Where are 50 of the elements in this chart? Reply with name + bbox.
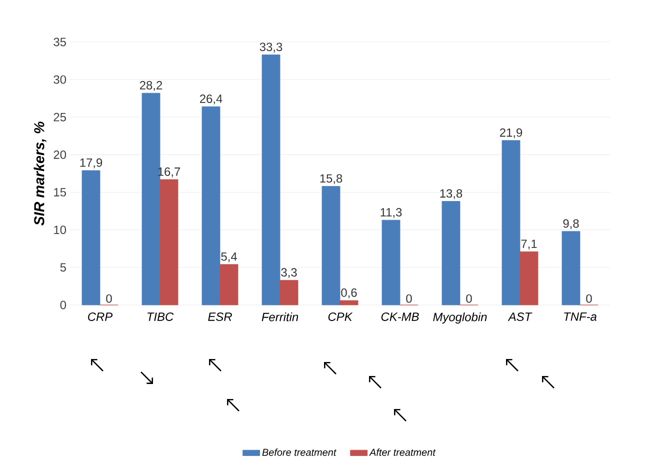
bar — [160, 179, 178, 306]
data-label: 0 — [106, 294, 112, 303]
x-tick-label: Myoglobin — [433, 312, 487, 324]
x-tick-label: TNF-a — [564, 312, 597, 321]
y-tick-label: 20 — [54, 150, 66, 159]
bar — [340, 300, 358, 306]
bar — [502, 140, 520, 306]
y-axis-title: SIR markers, % — [34, 122, 46, 226]
bar — [382, 220, 400, 306]
legend-label: After treatment — [369, 448, 436, 456]
bar — [220, 264, 238, 306]
y-tick-label: 15 — [54, 188, 66, 196]
data-label: 17,9 — [80, 158, 102, 168]
data-label: 9,8 — [563, 219, 579, 230]
data-label: 13,8 — [440, 189, 462, 200]
data-label: 5,4 — [221, 252, 237, 262]
y-tick-label: 5 — [60, 263, 66, 272]
data-label: 15,8 — [320, 174, 342, 184]
data-label: 0 — [466, 294, 472, 303]
y-tick-label: 30 — [54, 75, 66, 84]
data-label: 0 — [406, 294, 412, 303]
bar — [262, 54, 280, 306]
x-tick-label: TIBC — [147, 312, 174, 321]
bar — [280, 280, 298, 306]
x-tick-label: CRP — [88, 312, 113, 321]
bar — [202, 106, 220, 306]
bar — [82, 170, 100, 306]
bar — [322, 186, 340, 306]
bar — [562, 231, 580, 306]
data-label: 3,3 — [281, 268, 297, 278]
data-label: 33,3 — [260, 42, 282, 53]
data-label: 21,9 — [500, 128, 522, 138]
y-tick-label: 35 — [54, 38, 66, 46]
data-label: 26,4 — [200, 94, 222, 104]
data-label: 28,2 — [140, 81, 162, 91]
x-tick-label: CK-MB — [381, 312, 419, 321]
y-tick-label: 10 — [54, 226, 66, 234]
y-tick-label: 25 — [54, 112, 66, 122]
x-tick-label: Ferritin — [262, 312, 298, 322]
bar — [520, 251, 538, 306]
data-label: 11,3 — [380, 208, 402, 218]
x-tick-label: ESR — [208, 312, 232, 321]
data-label: 0 — [586, 294, 592, 303]
y-tick-label: 0 — [60, 300, 66, 310]
legend-label: Before treatment — [262, 448, 337, 456]
data-label: 0,6 — [341, 288, 357, 298]
bar — [442, 201, 460, 306]
data-label: 7,1 — [521, 240, 537, 250]
x-tick-label: AST — [508, 312, 532, 321]
x-tick-label: CPK — [328, 312, 353, 321]
